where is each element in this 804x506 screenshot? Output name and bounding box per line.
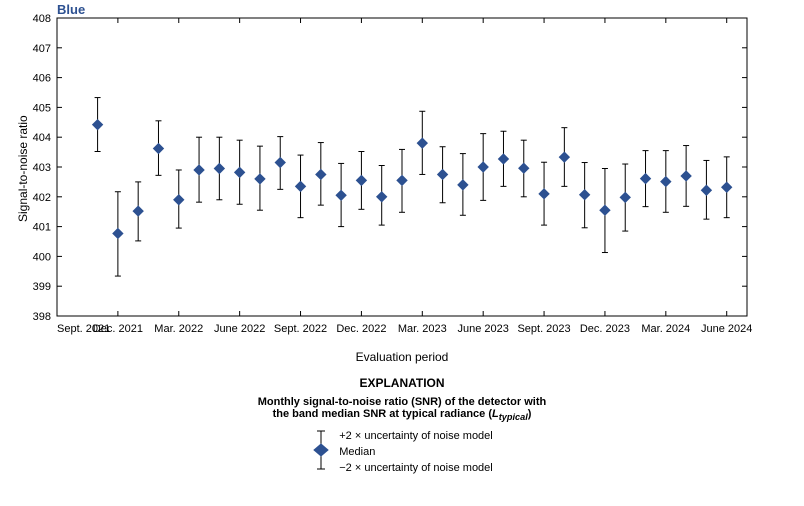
legend-lower-label: −2 × uncertainty of noise model bbox=[339, 462, 492, 474]
svg-text:398: 398 bbox=[33, 311, 51, 323]
svg-text:June 2022: June 2022 bbox=[214, 323, 265, 335]
chart-container: Blue Signal-to-noise ratio 3983994004014… bbox=[0, 0, 804, 506]
explanation-sub-line2-after: ) bbox=[528, 408, 532, 420]
svg-text:Sept. 2022: Sept. 2022 bbox=[274, 323, 327, 335]
svg-text:Mar. 2023: Mar. 2023 bbox=[398, 323, 447, 335]
svg-text:406: 406 bbox=[33, 73, 51, 85]
svg-text:Mar. 2024: Mar. 2024 bbox=[641, 323, 690, 335]
svg-text:June 2024: June 2024 bbox=[701, 323, 752, 335]
svg-text:407: 407 bbox=[33, 43, 51, 55]
legend-median-label: Median bbox=[339, 446, 492, 458]
svg-text:399: 399 bbox=[33, 281, 51, 293]
svg-text:403: 403 bbox=[33, 162, 51, 174]
svg-text:Mar. 2022: Mar. 2022 bbox=[154, 323, 203, 335]
explanation-subtitle: Monthly signal-to-noise ratio (SNR) of t… bbox=[0, 396, 804, 422]
legend-upper-label: +2 × uncertainty of noise model bbox=[339, 430, 492, 442]
chart-legend: EXPLANATION Monthly signal-to-noise rati… bbox=[0, 376, 804, 475]
svg-text:Sept. 2023: Sept. 2023 bbox=[517, 323, 570, 335]
svg-text:404: 404 bbox=[33, 132, 51, 144]
explanation-title: EXPLANATION bbox=[0, 376, 804, 390]
svg-text:408: 408 bbox=[33, 13, 51, 25]
legend-glyph-icon bbox=[311, 428, 331, 475]
svg-text:Dec. 2021: Dec. 2021 bbox=[93, 323, 143, 335]
svg-text:June 2023: June 2023 bbox=[457, 323, 508, 335]
x-axis-label: Evaluation period bbox=[0, 350, 804, 364]
svg-text:Dec. 2022: Dec. 2022 bbox=[336, 323, 386, 335]
svg-text:400: 400 bbox=[33, 251, 51, 263]
explanation-sub-line1: Monthly signal-to-noise ratio (SNR) of t… bbox=[258, 396, 546, 408]
svg-text:405: 405 bbox=[33, 102, 51, 114]
explanation-sub-line2-before: the band median SNR at typical radiance … bbox=[273, 408, 492, 420]
chart-plot: 398 399 400 401 402 403 404 405 406 407 408 Sept. 2… bbox=[0, 0, 804, 370]
explanation-sub-subscript: typical bbox=[499, 412, 528, 422]
svg-text:Dec. 2023: Dec. 2023 bbox=[580, 323, 630, 335]
svg-text:402: 402 bbox=[33, 192, 51, 204]
legend-combined: +2 × uncertainty of noise model Median −2 … bbox=[311, 428, 492, 475]
svg-text:401: 401 bbox=[33, 222, 51, 234]
explanation-sub-symbol: L bbox=[492, 408, 499, 420]
